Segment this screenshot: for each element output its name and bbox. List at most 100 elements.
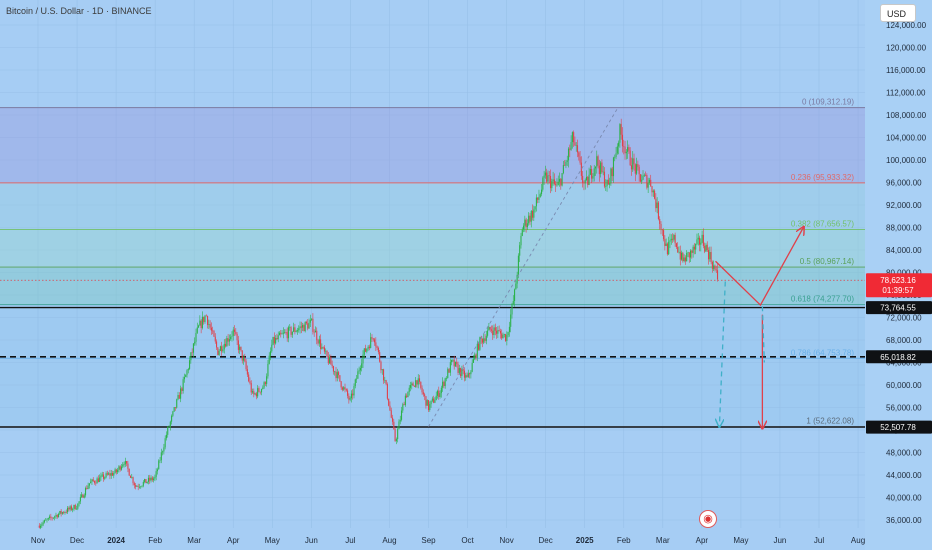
candle-body (373, 339, 376, 343)
candle-body (140, 486, 142, 488)
candle-body (511, 303, 513, 315)
candle-body (60, 510, 62, 514)
level-price-tag (866, 301, 932, 315)
candle-body (127, 463, 129, 469)
candle-body (537, 197, 539, 200)
candle-body (490, 329, 492, 331)
candle-body (339, 375, 341, 382)
candle-body (560, 178, 562, 186)
candle-body (263, 382, 265, 388)
candle-body (641, 179, 643, 182)
candle-body (400, 410, 403, 420)
candle-body (212, 330, 214, 332)
candle-body (173, 407, 175, 412)
candle-body (417, 378, 419, 385)
candle-body (195, 332, 197, 342)
candle-body (440, 387, 442, 394)
candle-body (142, 481, 144, 486)
candle-body (311, 318, 313, 320)
candle-body (663, 230, 665, 240)
candle-body (639, 174, 641, 182)
candle-body (618, 142, 620, 147)
candle-body (100, 475, 102, 478)
candle-body (553, 179, 555, 184)
candle-body (377, 347, 379, 353)
x-tick-label: May (733, 536, 748, 545)
candle-body (625, 151, 627, 154)
candle-body (334, 371, 336, 373)
candle-body (418, 378, 421, 382)
candle-body (280, 332, 282, 335)
candle-body (119, 466, 121, 470)
y-tick-label: 88,000.00 (886, 224, 922, 233)
candle-body (372, 338, 374, 340)
candle-body (214, 336, 216, 342)
x-tick-label: 2024 (107, 536, 125, 545)
candle-body (176, 399, 178, 408)
candle-body (567, 148, 570, 161)
tradingview-logo-icon[interactable]: ◉ (699, 510, 717, 528)
candle-body (458, 368, 460, 373)
fib-band (0, 267, 865, 305)
candle-body (612, 157, 615, 177)
candle-body (615, 153, 617, 157)
candle-body (41, 524, 43, 526)
candle-body (293, 327, 295, 332)
candle-body (542, 177, 544, 190)
candle-body (673, 234, 675, 240)
candle-body (497, 330, 499, 334)
candle-body (254, 393, 256, 395)
candle-body (343, 387, 345, 390)
candle-body (521, 229, 523, 236)
candle-body (438, 390, 440, 397)
candle-body (349, 398, 351, 400)
candle-body (657, 202, 659, 219)
candle-body (64, 512, 66, 513)
candle-body (199, 320, 201, 326)
candle-body (633, 158, 635, 165)
candle-body (682, 252, 684, 262)
candle-body (566, 160, 568, 162)
candle-body (404, 395, 406, 406)
candle-body (421, 387, 423, 393)
candle-body (642, 175, 644, 180)
fib-band (0, 229, 865, 268)
candle-body (628, 147, 630, 151)
candle-body (325, 350, 327, 352)
candle-body (534, 206, 536, 210)
fib-label: 0 (109,312.19) (802, 98, 854, 107)
candle-body (181, 388, 183, 391)
y-tick-label: 116,000.00 (886, 66, 926, 75)
candle-body (483, 338, 485, 343)
candle-body (272, 336, 274, 345)
candle-body (386, 384, 388, 399)
candle-body (529, 215, 531, 222)
candle-body (47, 517, 49, 520)
fib-band (0, 107, 865, 183)
candle-body (467, 373, 469, 377)
candle-body (551, 181, 553, 189)
candle-body (391, 417, 394, 422)
x-tick-label: 2025 (576, 536, 594, 545)
candle-body (698, 237, 701, 245)
candle-body (434, 400, 436, 403)
candle-body (271, 344, 273, 352)
candle-body (582, 175, 584, 183)
candle-body (218, 350, 220, 355)
candle-body (341, 387, 343, 390)
candle-body (294, 327, 296, 333)
currency-selector[interactable]: USD (880, 4, 916, 22)
candle-body (348, 395, 350, 400)
candle-body (406, 395, 408, 398)
candle-body (538, 196, 540, 200)
candle-body (168, 426, 170, 428)
y-tick-label: 40,000.00 (886, 494, 922, 503)
candle-body (501, 333, 503, 339)
candle-body (494, 327, 496, 331)
candle-body (361, 363, 363, 369)
candle-body (457, 364, 459, 373)
candle-body (277, 335, 279, 340)
candle-body (296, 330, 299, 332)
candle-body (192, 343, 194, 353)
